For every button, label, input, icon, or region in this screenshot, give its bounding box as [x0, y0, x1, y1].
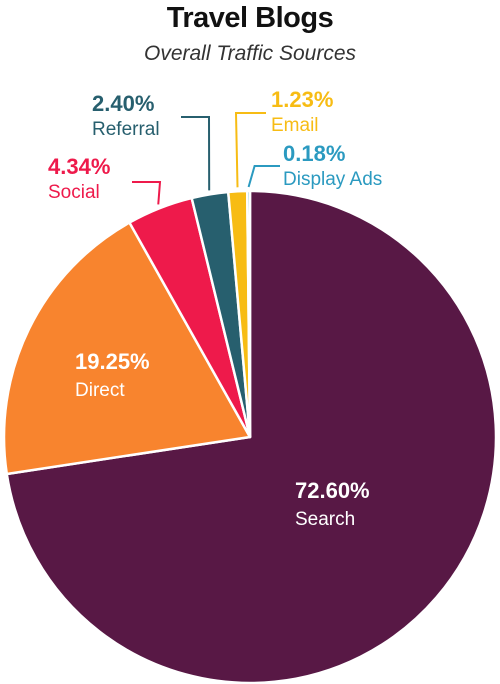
- leader-line-display-ads: [247, 165, 280, 188]
- data-label-referral-value: 2.40%: [92, 91, 154, 116]
- data-label-display-ads-value: 0.18%: [283, 141, 345, 166]
- pie-slice-search: [5, 189, 498, 684]
- leader-line-referral: [181, 116, 211, 191]
- data-label-email-name: Email: [271, 115, 319, 136]
- data-label-search-value: 72.60%: [295, 478, 370, 503]
- data-label-search-name: Search: [295, 509, 355, 530]
- data-label-social-name: Social: [48, 182, 100, 203]
- chart-subtitle: Overall Traffic Sources: [144, 42, 356, 65]
- data-label-direct-value: 19.25%: [75, 349, 150, 374]
- leader-line-email: [234, 112, 266, 188]
- pie-slice-display-ads: [245, 189, 252, 439]
- data-label-display-ads-name: Display Ads: [283, 169, 382, 190]
- data-label-email-value: 1.23%: [271, 87, 333, 112]
- data-label-referral-name: Referral: [92, 119, 160, 140]
- chart-title: Travel Blogs: [166, 2, 334, 34]
- pie-slice-direct: [2, 221, 252, 476]
- data-label-direct-name: Direct: [75, 380, 125, 401]
- data-label-social-value: 4.34%: [48, 154, 110, 179]
- leader-line-social: [132, 181, 162, 205]
